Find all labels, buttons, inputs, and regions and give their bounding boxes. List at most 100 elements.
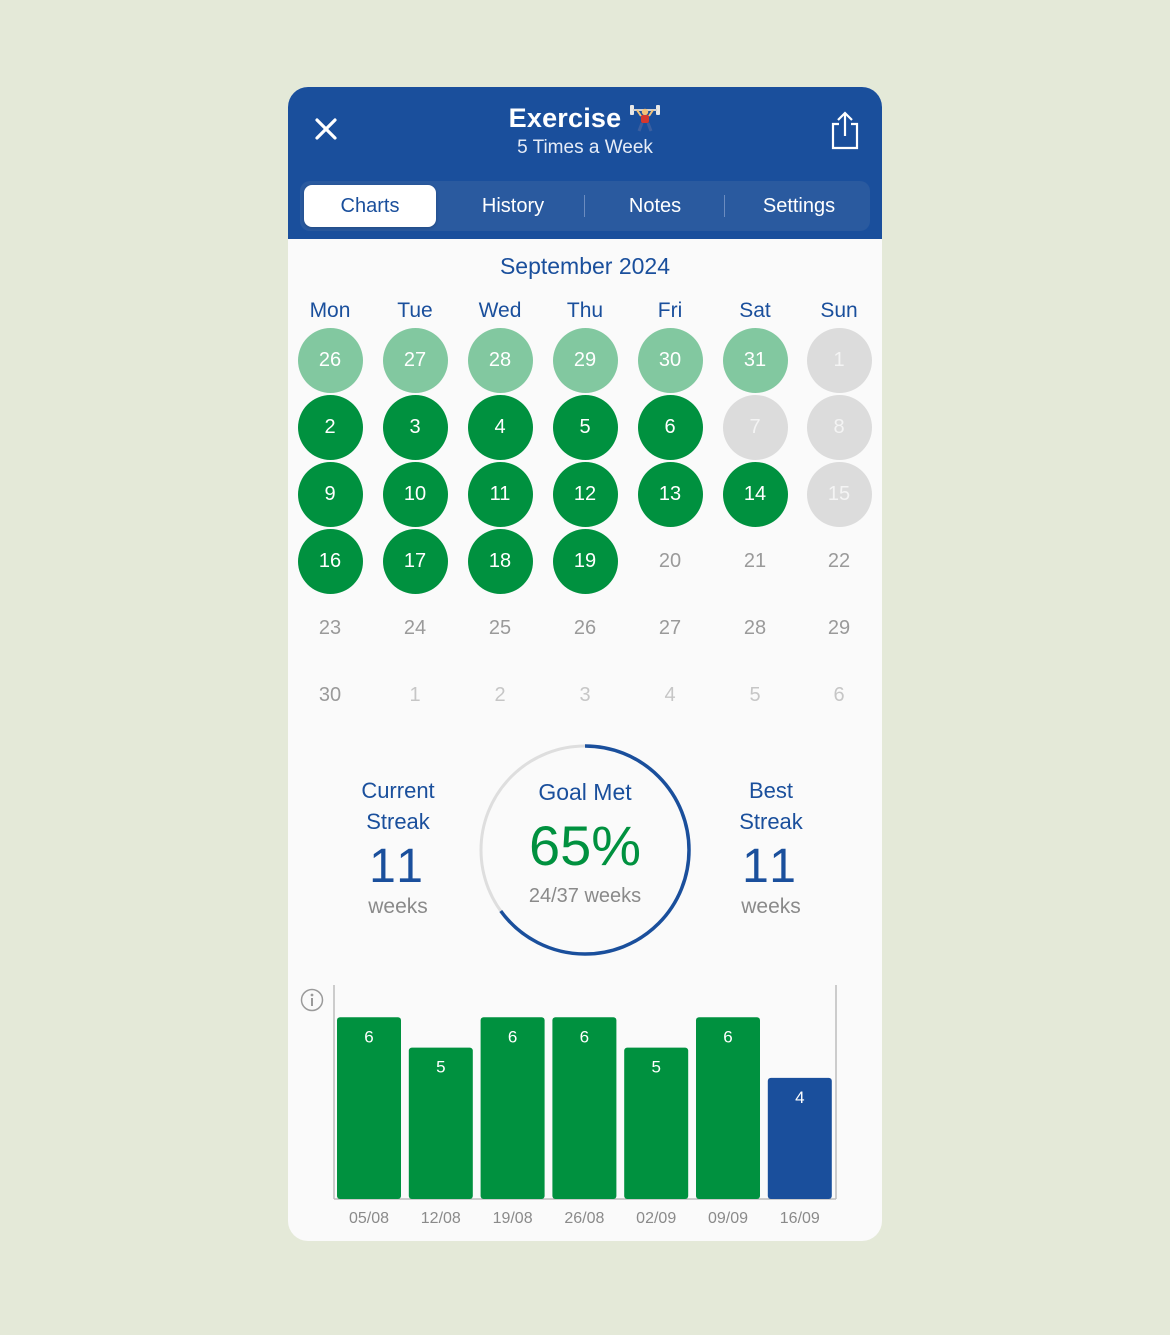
month-label: September 2024 [499, 253, 671, 279]
calendar-day[interactable]: 5 [749, 684, 761, 706]
calendar-day[interactable]: 27 [658, 617, 682, 639]
calendar-day[interactable]: 1 [806, 328, 872, 393]
page-subtitle: 5 Times a Week [517, 137, 653, 158]
x-tick-label: 12/08 [421, 1210, 461, 1227]
current-streak-label-line2: Streak [366, 809, 430, 834]
bar-value-label: 6 [723, 1027, 732, 1046]
calendar-day[interactable]: 11 [467, 462, 533, 527]
calendar-day[interactable]: 21 [743, 550, 767, 572]
chart-bar [696, 1017, 760, 1199]
tab-divider [724, 195, 725, 217]
calendar-day[interactable]: 31 [722, 328, 788, 393]
weekday-thu: Thu [566, 299, 604, 322]
bar-value-label: 6 [364, 1027, 373, 1046]
calendar-day[interactable]: 17 [382, 529, 448, 594]
weekly-bar-chart: 6 05/08 5 12/08 6 19/08 6 26/08 5 02/09 6 09/09 4 16/… [333, 985, 837, 1227]
x-tick-label: 02/09 [636, 1210, 676, 1227]
calendar-day[interactable]: 7 [722, 395, 788, 460]
best-streak-label-line1: Best [748, 778, 794, 803]
x-tick-label: 05/08 [349, 1210, 389, 1227]
best-streak-label-line2: Streak [739, 809, 803, 834]
best-streak-unit: weeks [741, 895, 801, 918]
calendar-day[interactable]: 28 [743, 617, 767, 639]
current-streak-label-line1: Current [361, 778, 435, 803]
goal-percent: 65% [528, 814, 642, 877]
calendar-day[interactable]: 5 [552, 395, 618, 460]
calendar-day[interactable]: 3 [579, 684, 591, 706]
chart-bar [624, 1047, 689, 1199]
tab-settings[interactable]: Settings [762, 195, 836, 217]
calendar-day[interactable]: 12 [552, 462, 618, 527]
calendar-day[interactable]: 22 [827, 550, 851, 572]
calendar-day[interactable]: 16 [297, 529, 363, 594]
calendar-day[interactable]: 19 [552, 529, 618, 594]
calendar-day[interactable]: 28 [467, 328, 533, 393]
calendar-day[interactable]: 29 [552, 328, 618, 393]
calendar-day[interactable]: 9 [297, 462, 363, 527]
calendar-day[interactable]: 20 [658, 550, 682, 572]
bar-value-label: 5 [651, 1058, 660, 1077]
calendar-day[interactable]: 1 [409, 684, 421, 706]
chart-bar [480, 1017, 545, 1199]
calendar-day[interactable]: 15 [806, 462, 872, 527]
calendar-day[interactable]: 2 [297, 395, 363, 460]
calendar-day[interactable]: 24 [403, 617, 427, 639]
best-streak-label: Best Streak [716, 775, 826, 837]
x-tick-label: 16/09 [780, 1210, 820, 1227]
calendar-day[interactable]: 30 [318, 684, 342, 706]
goal-ring [479, 744, 691, 956]
current-streak-unit: weeks [368, 895, 428, 918]
bar-value-label: 4 [795, 1088, 804, 1107]
x-tick-label: 09/09 [708, 1210, 748, 1227]
weekday-tue: Tue [397, 299, 433, 322]
habit-screen: Exercise 5 Times a Week [288, 87, 882, 1241]
x-tick-label: 19/08 [493, 1210, 533, 1227]
calendar-day[interactable]: 14 [722, 462, 788, 527]
calendar-day[interactable]: 2 [494, 684, 506, 706]
weekday-sat: Sat [739, 299, 771, 322]
goal-ring-progress [479, 744, 691, 956]
info-button[interactable] [300, 988, 324, 1012]
chart-bar [337, 1017, 401, 1199]
tab-notes[interactable]: Notes [628, 195, 682, 217]
x-tick-label: 26/08 [564, 1210, 604, 1227]
weightlifter-icon [630, 105, 661, 132]
calendar-day[interactable]: 30 [637, 328, 703, 393]
bar-value-label: 6 [508, 1027, 517, 1046]
calendar-day[interactable]: 18 [467, 529, 533, 594]
calendar-day[interactable]: 29 [827, 617, 851, 639]
calendar-day[interactable]: 10 [382, 462, 448, 527]
tab-charts[interactable]: Charts [304, 185, 436, 227]
goal-label: Goal Met [538, 779, 632, 805]
title-block: Exercise 5 Times a Week [288, 101, 882, 159]
goal-detail: 24/37 weeks [528, 885, 642, 907]
tab-history[interactable]: History [481, 195, 545, 217]
calendar-day[interactable]: 26 [573, 617, 597, 639]
chart-bar [552, 1017, 617, 1199]
close-button[interactable] [308, 111, 344, 147]
tab-divider [584, 195, 585, 217]
current-streak-label: Current Streak [343, 775, 453, 837]
close-icon [315, 118, 337, 140]
page-title: Exercise [508, 102, 622, 133]
calendar-day[interactable]: 6 [833, 684, 845, 706]
calendar-day[interactable]: 4 [664, 684, 676, 706]
share-button[interactable] [828, 109, 862, 151]
calendar-day[interactable]: 27 [382, 328, 448, 393]
calendar-day[interactable]: 8 [806, 395, 872, 460]
calendar-day[interactable]: 4 [467, 395, 533, 460]
chart-bar [767, 1077, 832, 1199]
tab-bar: Charts History Notes Settings [300, 181, 870, 231]
weekday-mon: Mon [309, 299, 351, 322]
current-streak-value: 11 [369, 840, 427, 893]
share-icon [831, 111, 859, 150]
calendar-day[interactable]: 3 [382, 395, 448, 460]
calendar-day[interactable]: 25 [488, 617, 512, 639]
calendar-day[interactable]: 23 [318, 617, 342, 639]
weekday-fri: Fri [657, 299, 683, 322]
calendar-day[interactable]: 6 [637, 395, 703, 460]
calendar-day[interactable]: 26 [297, 328, 363, 393]
best-streak-value: 11 [742, 840, 800, 893]
weekday-sun: Sun [820, 299, 858, 322]
calendar-day[interactable]: 13 [637, 462, 703, 527]
